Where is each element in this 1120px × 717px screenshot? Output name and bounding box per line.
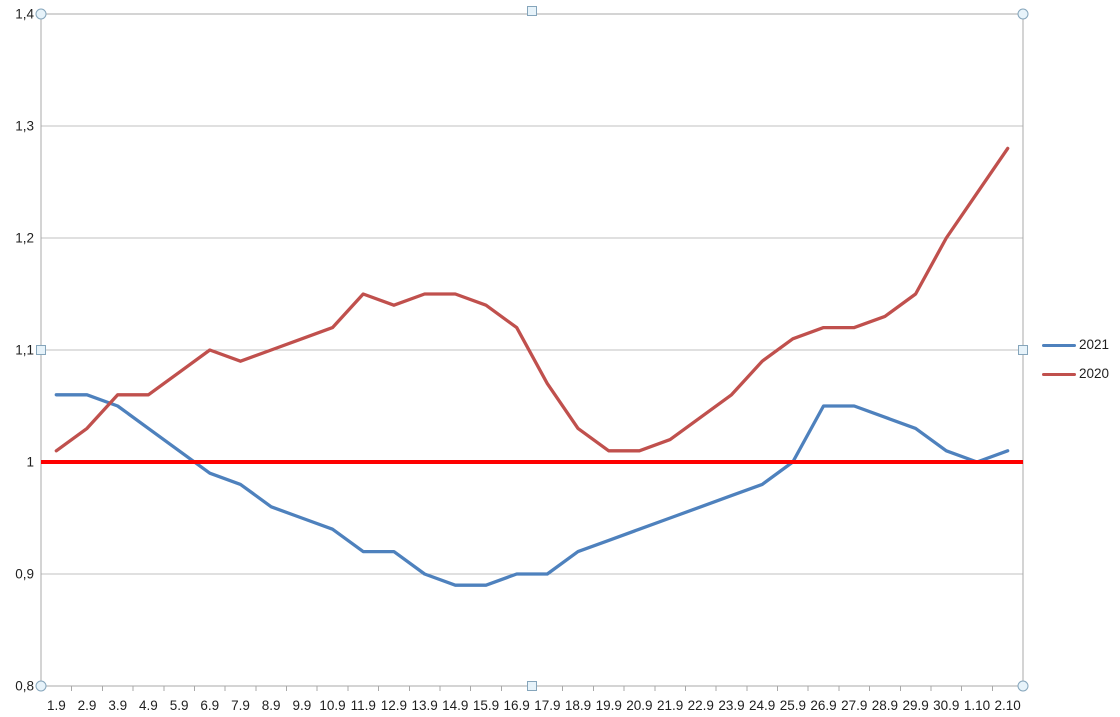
y-tick-label: 1,2: [15, 231, 34, 246]
y-tick-label: 1,4: [15, 7, 34, 22]
x-tick-label: 1.9: [47, 698, 66, 713]
x-tick-label: 14.9: [442, 698, 468, 713]
x-tick-label: 19.9: [596, 698, 622, 713]
selection-handle-corner[interactable]: [1017, 8, 1029, 20]
y-tick-label: 1,1: [15, 343, 34, 358]
x-tick-label: 6.9: [200, 698, 219, 713]
legend-swatch-2020-icon: [1042, 372, 1076, 376]
x-tick-label: 26.9: [810, 698, 836, 713]
x-tick-label: 29.9: [902, 698, 928, 713]
x-tick-label: 16.9: [504, 698, 530, 713]
legend-label-2021: 2021: [1079, 337, 1110, 352]
legend: 2021 2020: [1042, 337, 1109, 395]
y-tick-label: 0,8: [15, 679, 34, 694]
legend-label-2020: 2020: [1079, 366, 1110, 381]
selection-handle-corner[interactable]: [1017, 680, 1029, 692]
series-line-2021[interactable]: [54, 393, 1010, 587]
plot-area[interactable]: [41, 14, 1023, 686]
x-tick-label: 23.9: [718, 698, 744, 713]
x-tick-label: 27.9: [841, 698, 867, 713]
x-tick-label: 12.9: [381, 698, 407, 713]
x-tick-label: 3.9: [108, 698, 127, 713]
x-tick-label: 11.9: [351, 698, 376, 713]
x-tick-label: 21.9: [657, 698, 683, 713]
x-tick-label: 24.9: [749, 698, 775, 713]
legend-item-2021[interactable]: 2021: [1042, 337, 1109, 353]
x-tick-label: 4.9: [139, 698, 158, 713]
selection-handle-corner[interactable]: [35, 8, 47, 20]
selection-handle-mid[interactable]: [527, 681, 537, 691]
x-tick-label: 20.9: [626, 698, 652, 713]
selection-handle-mid[interactable]: [36, 345, 46, 355]
y-tick-label: 1,3: [15, 119, 34, 134]
y-tick-label: 0,9: [15, 567, 34, 582]
selection-handle-mid[interactable]: [1018, 345, 1028, 355]
x-tick-label: 9.9: [292, 698, 311, 713]
x-tick-label: 13.9: [411, 698, 437, 713]
x-tick-label: 5.9: [170, 698, 189, 713]
x-tick-label: 22.9: [688, 698, 714, 713]
x-tick-label: 15.9: [473, 698, 499, 713]
x-tick-label: 18.9: [565, 698, 591, 713]
x-tick-label: 17.9: [534, 698, 560, 713]
x-tick-label: 25.9: [780, 698, 806, 713]
x-tick-label: 2.9: [78, 698, 97, 713]
x-tick-label: 1.10: [964, 698, 990, 713]
x-tick-label: 30.9: [933, 698, 959, 713]
x-tick-label: 2.10: [995, 698, 1021, 713]
x-tick-label: 10.9: [319, 698, 345, 713]
x-tick-label: 7.9: [231, 698, 250, 713]
legend-swatch-2021-icon: [1042, 343, 1076, 347]
selection-handle-corner[interactable]: [35, 680, 47, 692]
series-line-2020[interactable]: [54, 146, 1010, 453]
selection-handle-mid[interactable]: [527, 6, 537, 16]
y-tick-label: 1: [26, 455, 34, 470]
x-tick-label: 28.9: [872, 698, 898, 713]
x-tick-label: 8.9: [262, 698, 281, 713]
legend-item-2020[interactable]: 2020: [1042, 366, 1109, 382]
